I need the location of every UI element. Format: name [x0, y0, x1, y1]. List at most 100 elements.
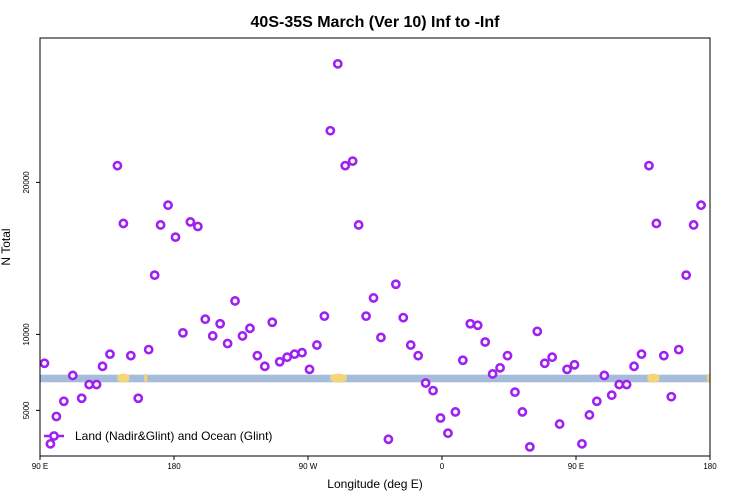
data-point — [457, 355, 468, 366]
data-point — [282, 352, 293, 363]
data-point — [428, 385, 438, 396]
data-point — [450, 407, 461, 417]
data-point — [420, 378, 431, 388]
data-point — [97, 361, 108, 372]
data-point — [569, 359, 580, 370]
data-point — [45, 438, 56, 449]
data-point — [398, 312, 409, 323]
data-point — [312, 340, 322, 350]
data-point — [413, 350, 424, 361]
data-point — [517, 407, 528, 417]
data-point — [289, 349, 300, 360]
data-point — [673, 344, 684, 355]
data-point — [58, 396, 69, 407]
data-point — [51, 411, 62, 422]
y-tick-label: 10000 — [22, 323, 31, 346]
land-segment — [707, 373, 710, 383]
data-point — [155, 220, 166, 230]
data-point — [170, 232, 181, 243]
data-point — [502, 350, 513, 361]
data-point — [443, 428, 453, 439]
plot-frame — [39, 37, 711, 457]
land-segment — [144, 373, 148, 383]
data-point — [325, 125, 336, 136]
data-point — [237, 331, 248, 341]
x-axis-label: Longitude (deg E) — [327, 477, 422, 491]
y-axis: 5000 10000 20000 — [22, 171, 40, 419]
data-point — [510, 387, 520, 398]
x-tick-label: 180 — [703, 462, 717, 471]
data-point — [472, 320, 483, 331]
x-tick-label: 90 W — [299, 462, 318, 471]
data-point — [230, 296, 240, 306]
data-point — [76, 393, 87, 404]
y-tick-label: 5000 — [22, 401, 31, 419]
data-point — [118, 218, 129, 229]
data-point — [340, 160, 351, 171]
data-point — [297, 347, 307, 358]
data-point — [267, 317, 278, 328]
data-point — [185, 217, 196, 227]
data-point — [644, 160, 654, 171]
data-point — [149, 270, 160, 281]
data-point — [274, 356, 285, 367]
data-point — [651, 218, 662, 229]
data-point — [584, 410, 595, 420]
data-point — [591, 396, 602, 407]
data-point — [539, 358, 550, 369]
data-point — [133, 393, 144, 404]
data-point — [621, 379, 632, 390]
data-point — [681, 270, 692, 281]
data-point — [606, 390, 617, 401]
data-point — [577, 438, 587, 449]
data-point — [547, 352, 558, 363]
data-point — [562, 364, 572, 375]
legend-marker — [49, 431, 59, 441]
x-tick-label: 0 — [440, 462, 445, 471]
land-segment — [647, 373, 660, 383]
data-point — [222, 338, 233, 349]
data-point — [353, 220, 364, 230]
data-point — [383, 434, 394, 445]
x-tick-label: 180 — [167, 462, 181, 471]
land-segment — [117, 373, 130, 383]
data-point — [376, 332, 386, 343]
data-point — [319, 311, 330, 322]
data-point — [480, 337, 491, 347]
y-axis-label: N Total — [0, 228, 13, 265]
data-point — [405, 340, 416, 350]
data-point — [112, 160, 123, 171]
x-axis: 90 E 180 90 W 0 90 E 180 — [32, 456, 717, 471]
data-point — [245, 323, 255, 334]
data-point — [658, 350, 669, 361]
land-segment — [330, 373, 347, 383]
data-point — [192, 221, 203, 232]
legend-label: Land (Nadir&Glint) and Ocean (Glint) — [75, 429, 272, 443]
data-point — [629, 361, 639, 372]
data-point — [487, 369, 498, 379]
data-point — [332, 58, 343, 69]
data-point — [599, 370, 610, 381]
data-point — [67, 370, 78, 381]
data-point — [435, 413, 446, 423]
data-point — [390, 279, 401, 290]
data-point — [347, 156, 358, 167]
data-point — [91, 379, 102, 390]
data-point — [143, 344, 154, 355]
data-point — [532, 326, 543, 337]
data-point — [495, 362, 505, 373]
data-point — [304, 364, 315, 375]
data-point — [614, 379, 625, 390]
data-point — [105, 349, 115, 360]
data-point — [39, 358, 50, 369]
ocean-band — [40, 374, 710, 383]
data-point — [215, 318, 226, 329]
data-point — [465, 318, 476, 329]
data-point — [636, 349, 647, 360]
data-point — [361, 311, 371, 322]
data-point — [524, 441, 535, 452]
data-point — [554, 419, 565, 429]
data-point — [178, 327, 188, 338]
x-tick-label: 90 E — [32, 462, 48, 471]
